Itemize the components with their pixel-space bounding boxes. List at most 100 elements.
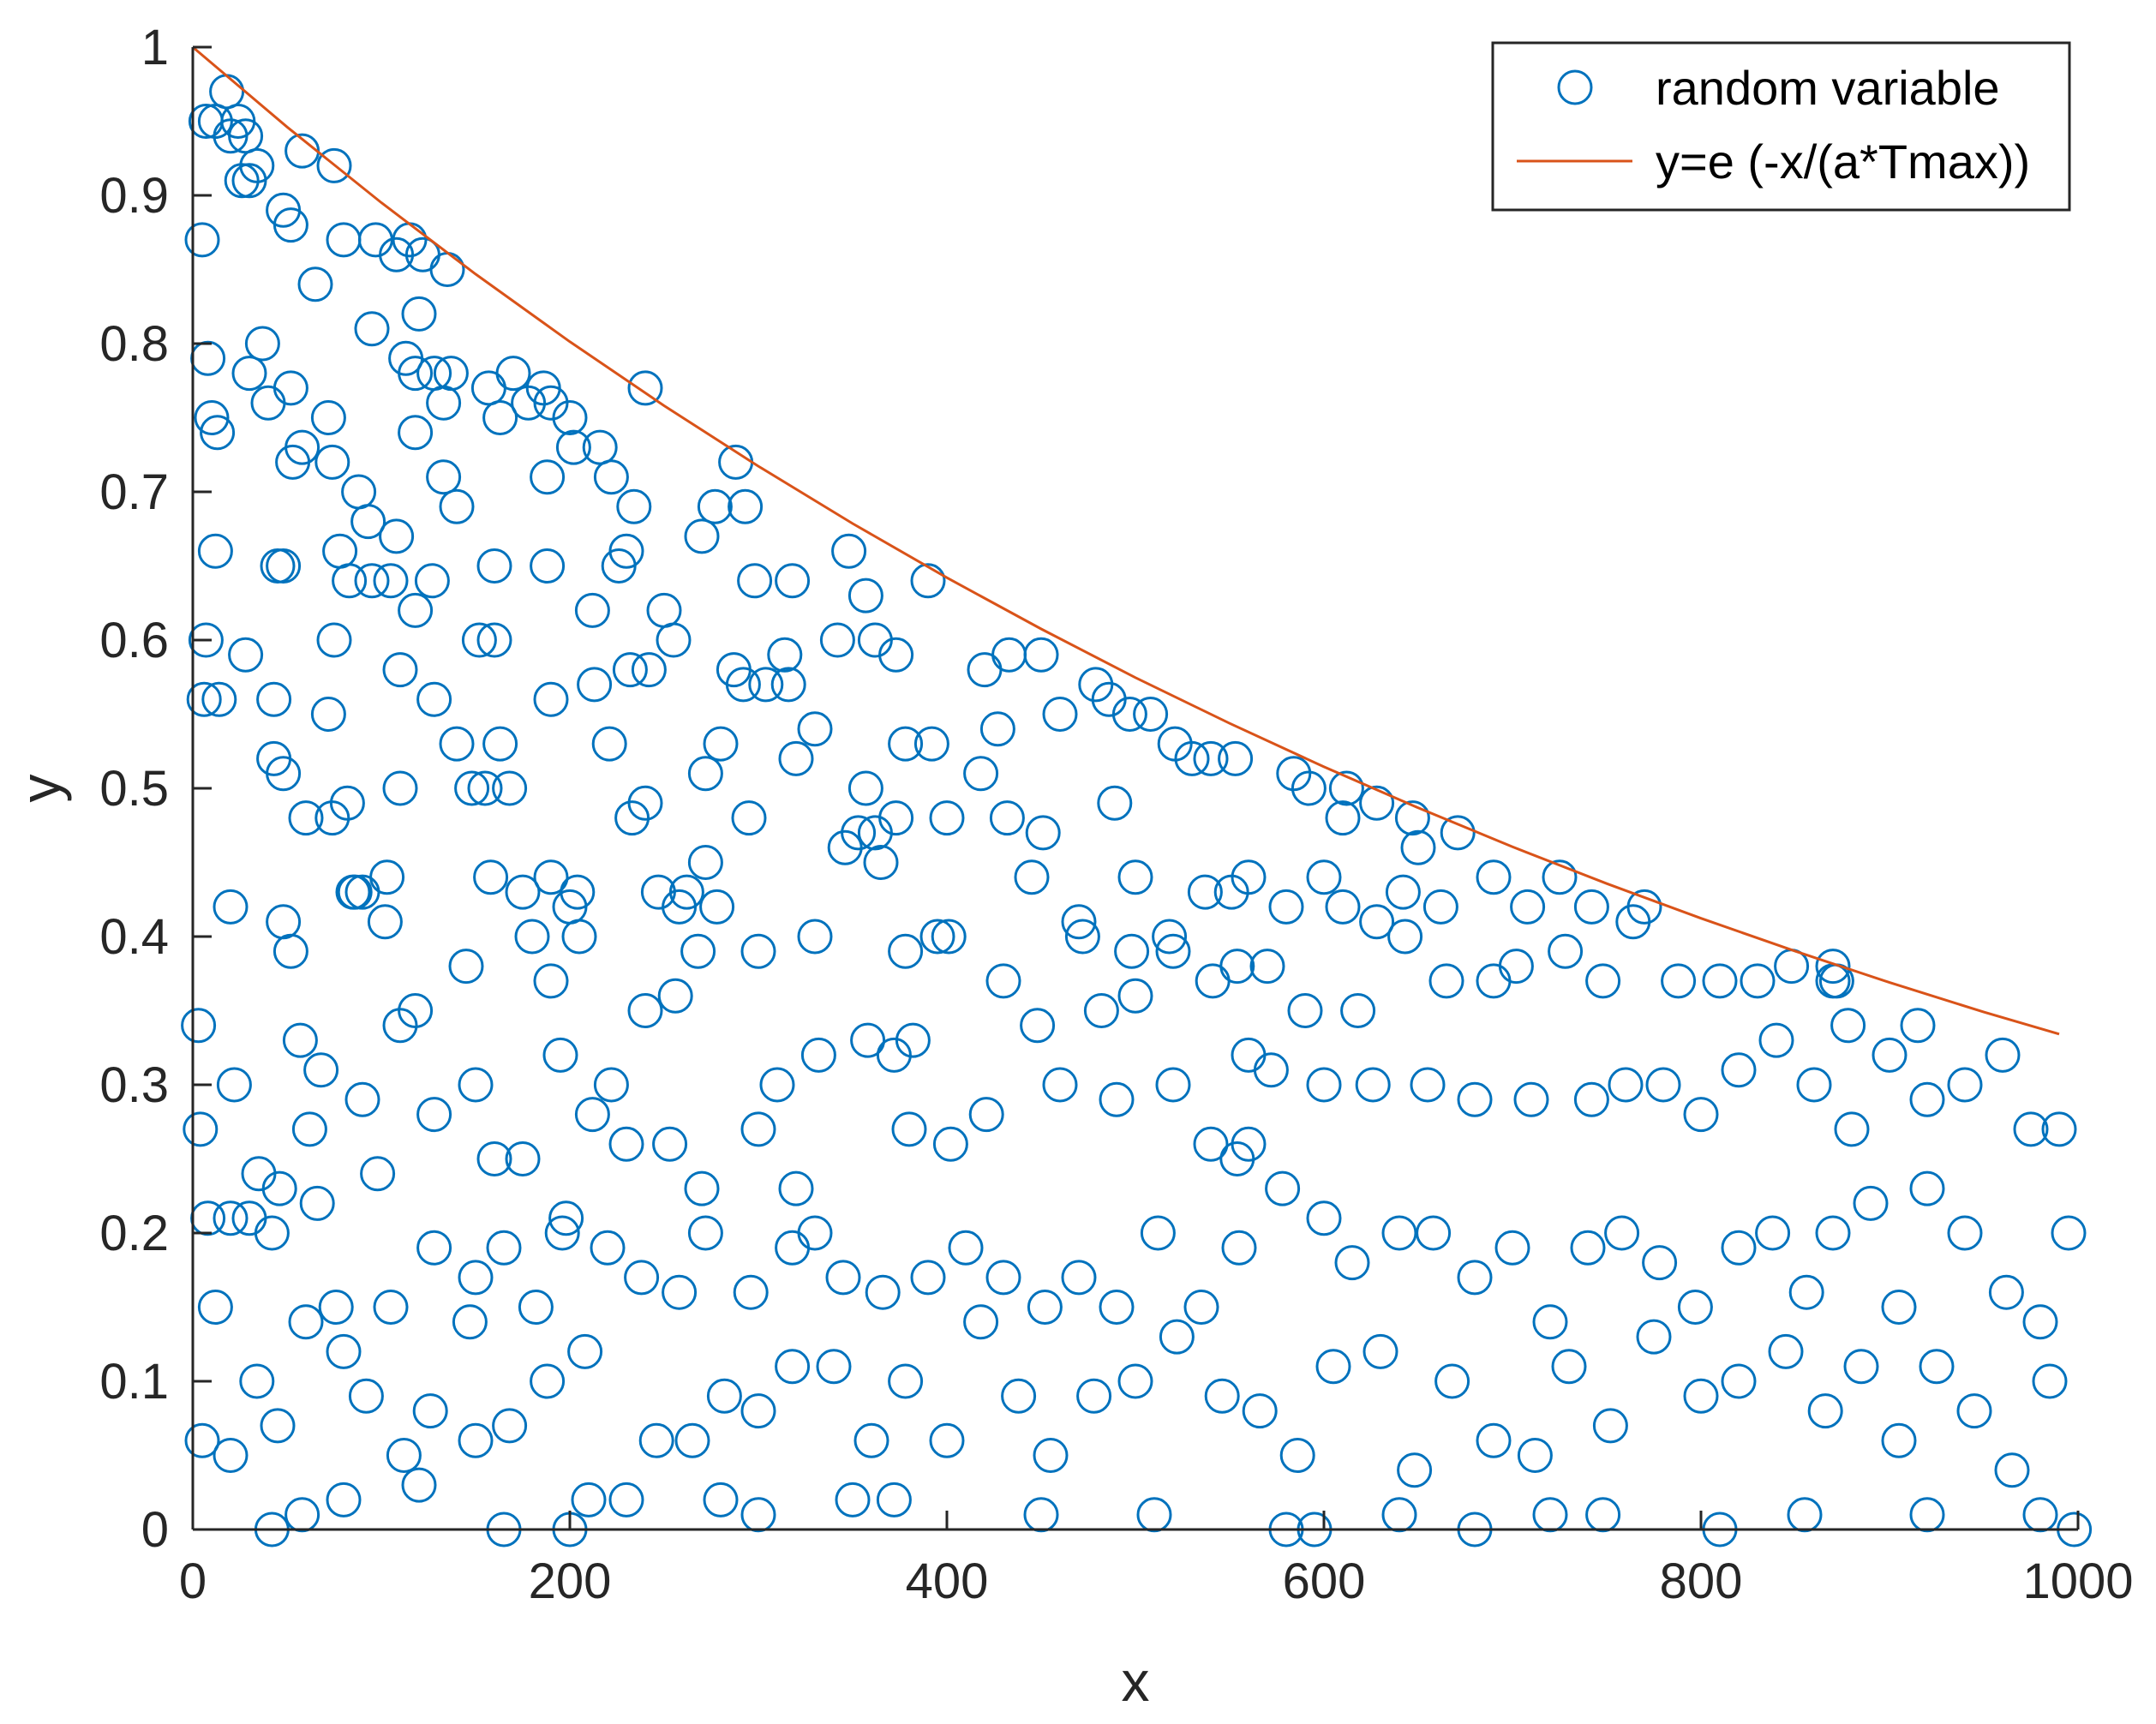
- data-point: [697, 488, 733, 524]
- x-tick-label: 800: [1660, 1553, 1743, 1609]
- data-point: [888, 933, 924, 969]
- data-point: [1381, 1497, 1417, 1533]
- data-point: [429, 252, 465, 287]
- data-point: [1279, 1438, 1315, 1473]
- data-point: [1061, 904, 1097, 940]
- data-point: [476, 548, 512, 584]
- data-point: [876, 1482, 912, 1517]
- data-point: [228, 637, 264, 673]
- data-point: [1542, 859, 1578, 895]
- data-point: [847, 578, 883, 614]
- data-point: [2022, 1497, 2058, 1533]
- data-point: [310, 400, 346, 435]
- data-point: [1645, 1067, 1681, 1103]
- data-point: [316, 622, 352, 658]
- data-point: [919, 919, 955, 955]
- data-point: [740, 1111, 776, 1147]
- data-point: [1385, 874, 1421, 910]
- data-point: [1683, 1378, 1719, 1414]
- data-point: [878, 800, 914, 836]
- data-point: [1117, 1363, 1153, 1399]
- data-point: [350, 504, 386, 540]
- data-point: [354, 311, 390, 347]
- data-point: [1476, 963, 1512, 999]
- y-tick-label: 0: [141, 1502, 169, 1558]
- data-point: [2022, 1304, 2058, 1340]
- data-point: [555, 429, 591, 465]
- data-point: [835, 1482, 871, 1517]
- data-point: [1249, 949, 1285, 985]
- data-point: [244, 326, 280, 362]
- data-point: [740, 1393, 776, 1429]
- data-point: [748, 667, 784, 703]
- data-point: [680, 933, 716, 969]
- data-point: [470, 370, 506, 406]
- data-point: [1758, 1022, 1794, 1058]
- data-point: [567, 1333, 603, 1369]
- data-point: [382, 652, 418, 688]
- data-point: [591, 726, 627, 762]
- data-point: [850, 1022, 886, 1058]
- data-point: [1133, 697, 1169, 732]
- data-point: [1532, 1497, 1568, 1533]
- data-point: [495, 356, 531, 392]
- data-point: [931, 919, 967, 955]
- data-point: [687, 1215, 723, 1251]
- data-point: [991, 637, 1027, 673]
- data-point: [367, 904, 403, 940]
- data-point: [1683, 1097, 1719, 1133]
- data-point: [1023, 1497, 1059, 1533]
- data-point: [1517, 1438, 1553, 1473]
- data-point: [386, 1438, 422, 1473]
- data-point: [188, 104, 224, 139]
- data-point: [530, 459, 566, 495]
- data-point: [239, 147, 275, 183]
- data-point: [1909, 1081, 1945, 1117]
- data-point: [1677, 1290, 1713, 1325]
- data-point: [1394, 800, 1430, 836]
- data-point: [1117, 859, 1153, 895]
- data-point: [1457, 1260, 1493, 1296]
- data-point: [552, 400, 588, 435]
- data-point: [201, 681, 237, 717]
- data-point: [1416, 1215, 1452, 1251]
- data-point: [733, 1274, 769, 1310]
- data-point: [401, 296, 437, 332]
- data-point: [382, 1008, 418, 1044]
- data-point: [200, 415, 236, 451]
- data-point: [1615, 904, 1651, 940]
- data-point: [1702, 963, 1738, 999]
- data-point: [985, 963, 1021, 999]
- data-point: [1788, 1274, 1824, 1310]
- data-point: [256, 740, 292, 776]
- data-point: [574, 592, 610, 628]
- data-point: [1231, 1126, 1267, 1162]
- data-point: [560, 874, 596, 910]
- data-point: [932, 1126, 968, 1162]
- data-point: [652, 1126, 688, 1162]
- data-point: [530, 548, 566, 584]
- x-axis-title: x: [1122, 1649, 1150, 1713]
- data-point: [282, 1022, 318, 1058]
- data-point: [181, 1008, 217, 1044]
- data-point: [2013, 1111, 2049, 1147]
- data-point: [1796, 1067, 1832, 1103]
- data-point: [612, 652, 648, 688]
- data-point: [332, 563, 368, 599]
- data-point: [1498, 949, 1534, 985]
- data-point: [1755, 1215, 1791, 1251]
- data-point: [1387, 919, 1423, 955]
- data-point: [1585, 963, 1621, 999]
- data-point: [284, 1497, 320, 1533]
- data-point: [1025, 815, 1061, 851]
- data-point: [297, 266, 333, 302]
- data-point: [963, 756, 999, 792]
- data-point: [1947, 1067, 1983, 1103]
- data-point: [1242, 1393, 1278, 1429]
- data-point: [674, 1422, 710, 1458]
- data-point: [518, 1290, 554, 1325]
- data-point: [910, 563, 946, 599]
- data-point: [184, 222, 220, 258]
- data-point: [1325, 889, 1361, 925]
- data-point: [1410, 1067, 1446, 1103]
